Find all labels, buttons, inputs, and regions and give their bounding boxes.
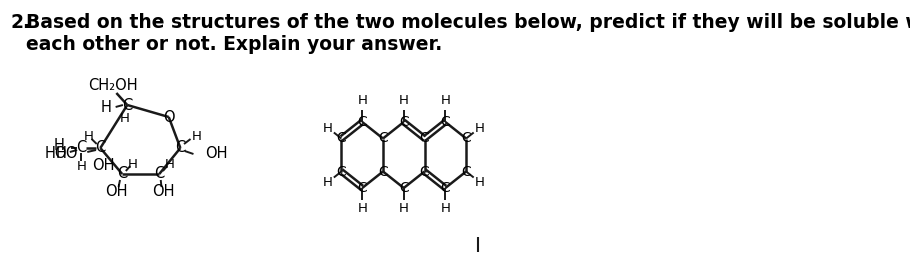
Text: H: H (440, 95, 450, 107)
Text: each other or not. Explain your answer.: each other or not. Explain your answer. (26, 35, 442, 54)
Text: H: H (53, 139, 64, 153)
Text: H: H (474, 176, 484, 188)
Text: H: H (165, 158, 175, 171)
Text: H: H (76, 159, 86, 172)
Text: OH: OH (205, 145, 228, 161)
Text: C: C (76, 140, 86, 155)
Text: C: C (420, 164, 430, 178)
Text: H: H (323, 121, 333, 134)
Text: H: H (100, 100, 111, 115)
Text: C: C (399, 181, 409, 195)
Text: O: O (163, 110, 175, 125)
Text: C: C (358, 115, 367, 129)
Text: H: H (127, 158, 137, 171)
Text: C: C (461, 164, 471, 178)
Text: C: C (379, 164, 388, 178)
Text: C: C (358, 181, 367, 195)
Text: H: H (399, 202, 409, 215)
Text: H: H (358, 95, 367, 107)
Text: C: C (420, 131, 430, 145)
Text: HO: HO (45, 145, 67, 161)
Text: H: H (440, 202, 450, 215)
Text: H: H (474, 121, 484, 134)
Text: OH: OH (152, 185, 174, 200)
Text: H: H (399, 95, 409, 107)
Text: OH: OH (92, 158, 114, 173)
Text: C: C (337, 164, 347, 178)
Text: C: C (122, 97, 132, 112)
Text: OH: OH (106, 185, 127, 200)
Text: H: H (358, 202, 367, 215)
Text: H: H (323, 176, 333, 188)
Text: C: C (379, 131, 388, 145)
Text: C: C (154, 167, 165, 182)
Text: C: C (96, 140, 106, 155)
Text: 2.: 2. (10, 13, 30, 32)
Text: CH₂OH: CH₂OH (88, 78, 137, 92)
Text: C: C (176, 140, 186, 155)
Text: Based on the structures of the two molecules below, predict if they will be solu: Based on the structures of the two molec… (26, 13, 910, 32)
Text: C: C (440, 115, 450, 129)
Text: H: H (84, 130, 94, 143)
Text: C: C (117, 167, 127, 182)
Text: C: C (399, 115, 409, 129)
Text: H: H (191, 130, 201, 143)
Text: C: C (461, 131, 471, 145)
Text: C: C (337, 131, 347, 145)
Text: H: H (119, 111, 129, 125)
Text: C: C (440, 181, 450, 195)
Text: HO: HO (56, 145, 78, 161)
